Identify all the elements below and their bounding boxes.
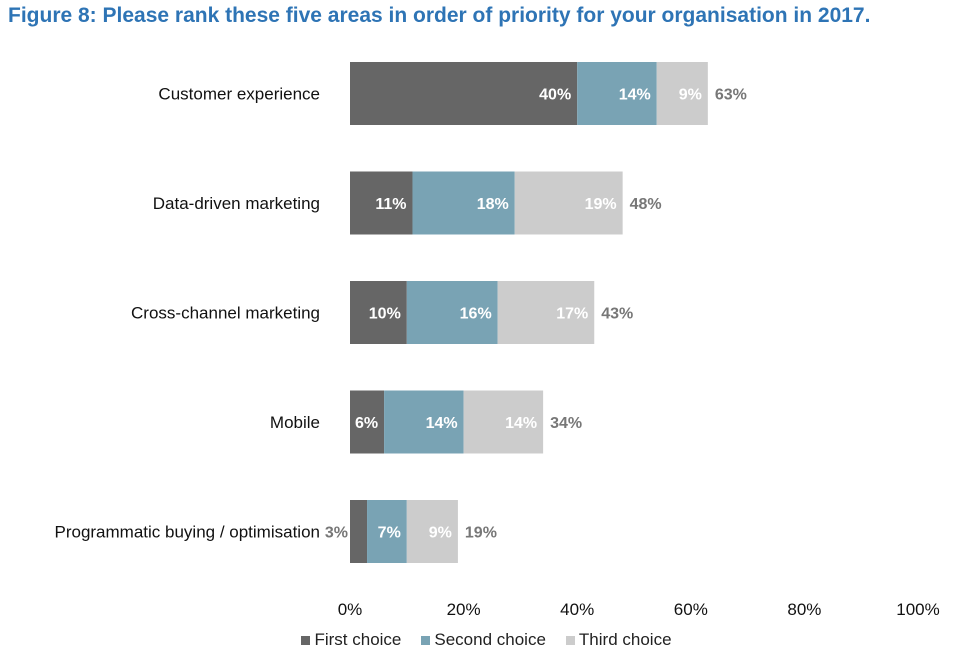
x-tick-label: 100%	[896, 600, 939, 619]
data-label: 9%	[679, 87, 702, 104]
legend-label-third-choice: Third choice	[578, 630, 672, 649]
bar-segment-first-choice	[350, 390, 385, 454]
legend-label-first-choice: First choice	[314, 630, 402, 649]
bar-segment-second-choice	[367, 500, 407, 563]
bar-segment-first-choice	[350, 500, 368, 563]
bar-segment-second-choice	[412, 171, 515, 235]
data-label: 17%	[556, 306, 588, 323]
legend-item-second-choice: Second choice	[421, 630, 546, 650]
total-label: 34%	[550, 415, 582, 432]
data-label: 40%	[539, 87, 571, 104]
category-label: Data-driven marketing	[153, 194, 320, 213]
category-label: Mobile	[270, 413, 320, 432]
legend-item-third-choice: Third choice	[565, 630, 672, 650]
bar-segment-first-choice	[350, 281, 407, 344]
data-label: 6%	[355, 415, 378, 432]
x-tick-label: 60%	[674, 600, 708, 619]
category-label: Customer experience	[158, 85, 320, 104]
data-label: 11%	[375, 196, 406, 213]
x-tick-label: 80%	[787, 600, 821, 619]
chart-legend: First choice Second choice Third choice	[0, 630, 973, 650]
bar-segment-third-choice	[514, 171, 623, 235]
chart-title: Figure 8: Please rank these five areas i…	[8, 4, 871, 27]
data-label: 10%	[369, 306, 401, 323]
total-label: 48%	[630, 196, 662, 213]
total-label: 43%	[601, 306, 633, 323]
legend-swatch-first-choice	[301, 635, 311, 645]
data-label: 18%	[477, 196, 509, 213]
bar-segment-first-choice	[350, 171, 413, 235]
data-label: 19%	[585, 196, 617, 213]
legend-swatch-second-choice	[421, 635, 431, 645]
legend-item-first-choice: First choice	[301, 630, 401, 650]
total-label: 19%	[465, 525, 497, 542]
data-label: 3%	[325, 525, 348, 542]
data-label: 7%	[378, 525, 401, 542]
x-tick-label: 0%	[338, 600, 363, 619]
category-label: Cross-channel marketing	[131, 304, 320, 323]
x-tick-label: 40%	[560, 600, 594, 619]
x-tick-label: 20%	[447, 600, 481, 619]
bar-segment-second-choice	[406, 281, 498, 344]
bar-segment-third-choice	[406, 500, 458, 563]
data-label: 16%	[460, 306, 492, 323]
bar-segment-first-choice	[350, 62, 578, 125]
bar-segment-second-choice	[384, 390, 464, 454]
data-label: 14%	[505, 415, 537, 432]
bar-segment-third-choice	[497, 281, 595, 344]
legend-label-second-choice: Second choice	[434, 630, 546, 649]
category-label: Programmatic buying / optimisation	[54, 523, 320, 542]
data-label: 9%	[429, 525, 452, 542]
stacked-bar-chart: Customer experience 40% 14% 9% 63% Data-drive…	[54, 62, 940, 619]
data-label: 14%	[619, 87, 651, 104]
bar-segment-third-choice	[463, 390, 544, 454]
total-label: 63%	[715, 87, 747, 104]
bar-segment-third-choice	[656, 62, 708, 125]
bar-segment-second-choice	[577, 62, 657, 125]
data-label: 14%	[426, 415, 458, 432]
legend-swatch-third-choice	[565, 635, 575, 645]
